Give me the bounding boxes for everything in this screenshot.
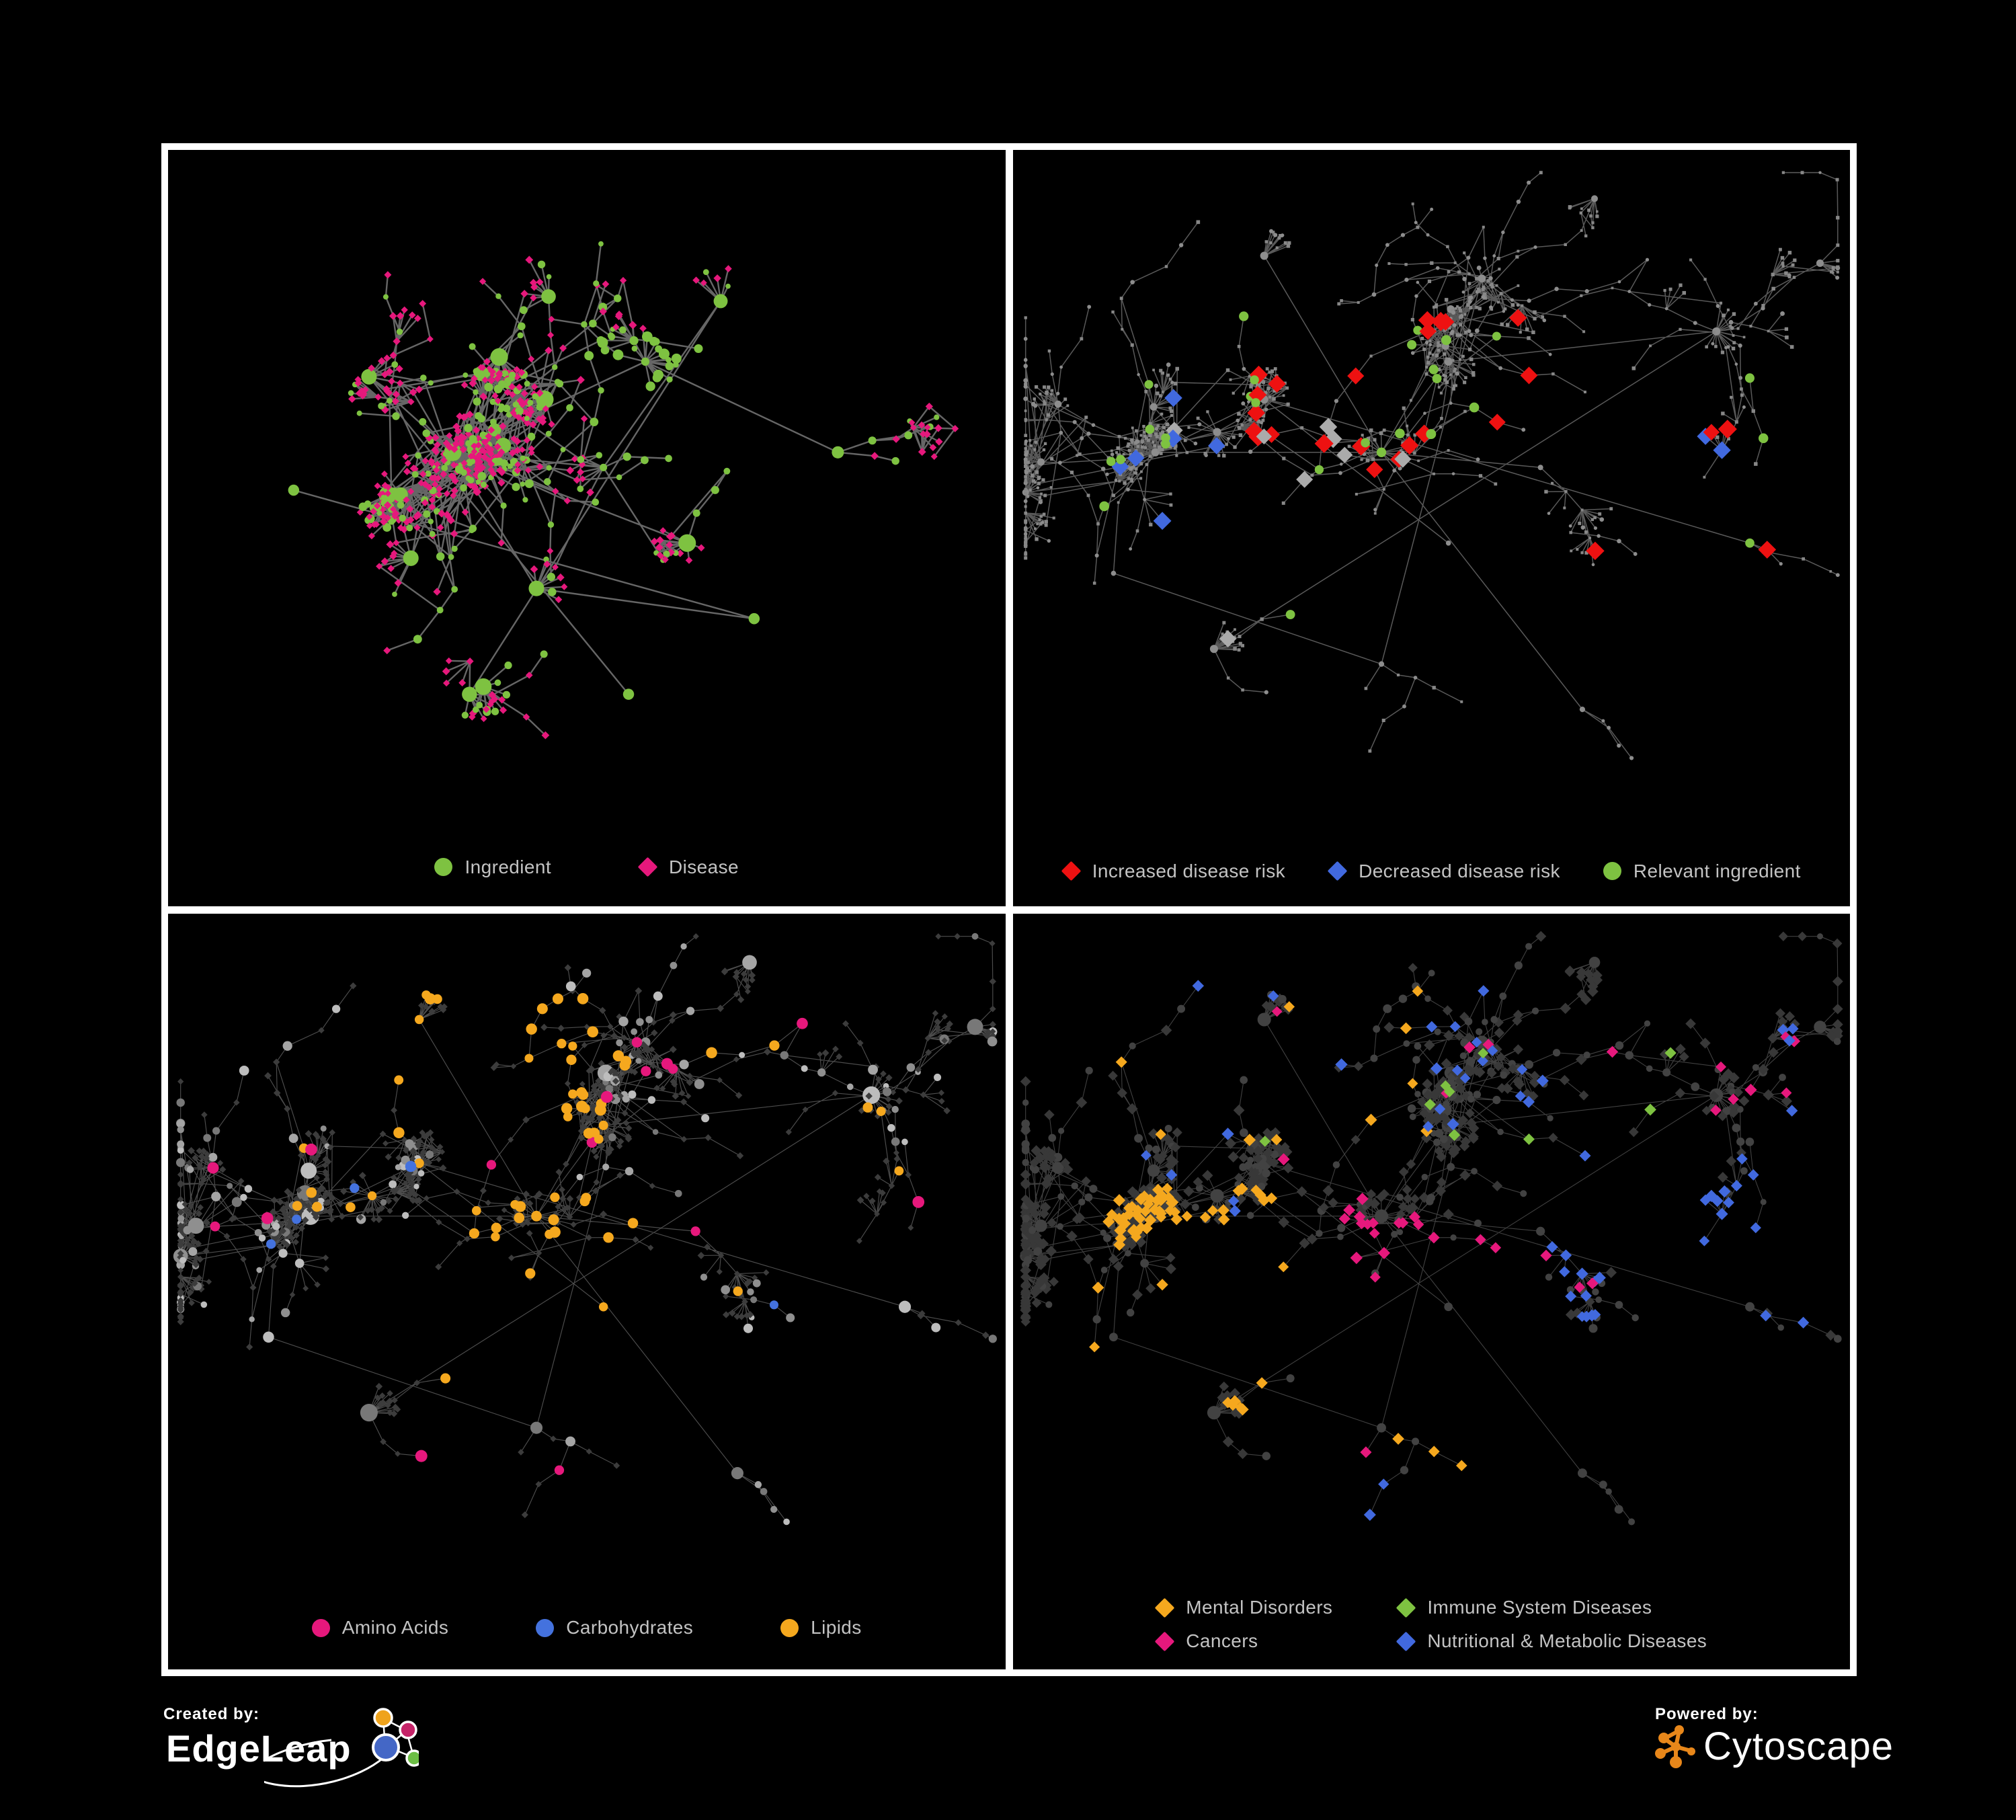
edgeleap-logo-node-pink xyxy=(399,1720,417,1739)
panel-nutrient-classes: Amino Acids Carbohydrates Lipids xyxy=(168,913,1006,1669)
edgeleap-wordmark: EdgeLeap xyxy=(166,1727,352,1770)
cytoscape-logo-icon xyxy=(1655,1725,1695,1768)
network-canvas-disease-classes xyxy=(1019,931,1843,1525)
network-canvas-ingredient-disease xyxy=(288,241,959,740)
edgeleap-logo-edges xyxy=(382,1717,415,1759)
panel-disease-risk: Increased disease risk Decreased disease … xyxy=(1012,150,1850,906)
edgeleap-logo-node-blue xyxy=(372,1733,400,1762)
cytoscape-wordmark: Cytoscape xyxy=(1703,1724,1894,1768)
network-canvas-disease-risk xyxy=(1022,171,1840,760)
created-by-label: Created by: xyxy=(163,1705,260,1723)
panel-disease-classes: Mental Disorders Immune System Diseases Ca… xyxy=(1012,913,1850,1669)
powered-by-block: Powered by: Cytoscape xyxy=(1655,1705,1893,1792)
network-canvas-nutrient-classes xyxy=(173,933,998,1525)
edgeleap-logo-node-green xyxy=(405,1749,419,1767)
panel-ingredient-disease: Ingredient Disease xyxy=(168,150,1006,906)
cytoscape-logo-nodes xyxy=(1655,1725,1695,1768)
figure-frame: Ingredient Disease Increased disease risk… xyxy=(161,143,1857,1676)
powered-by-label: Powered by: xyxy=(1655,1705,1759,1723)
created-by-block: Created by: EdgeLeap xyxy=(163,1705,419,1813)
